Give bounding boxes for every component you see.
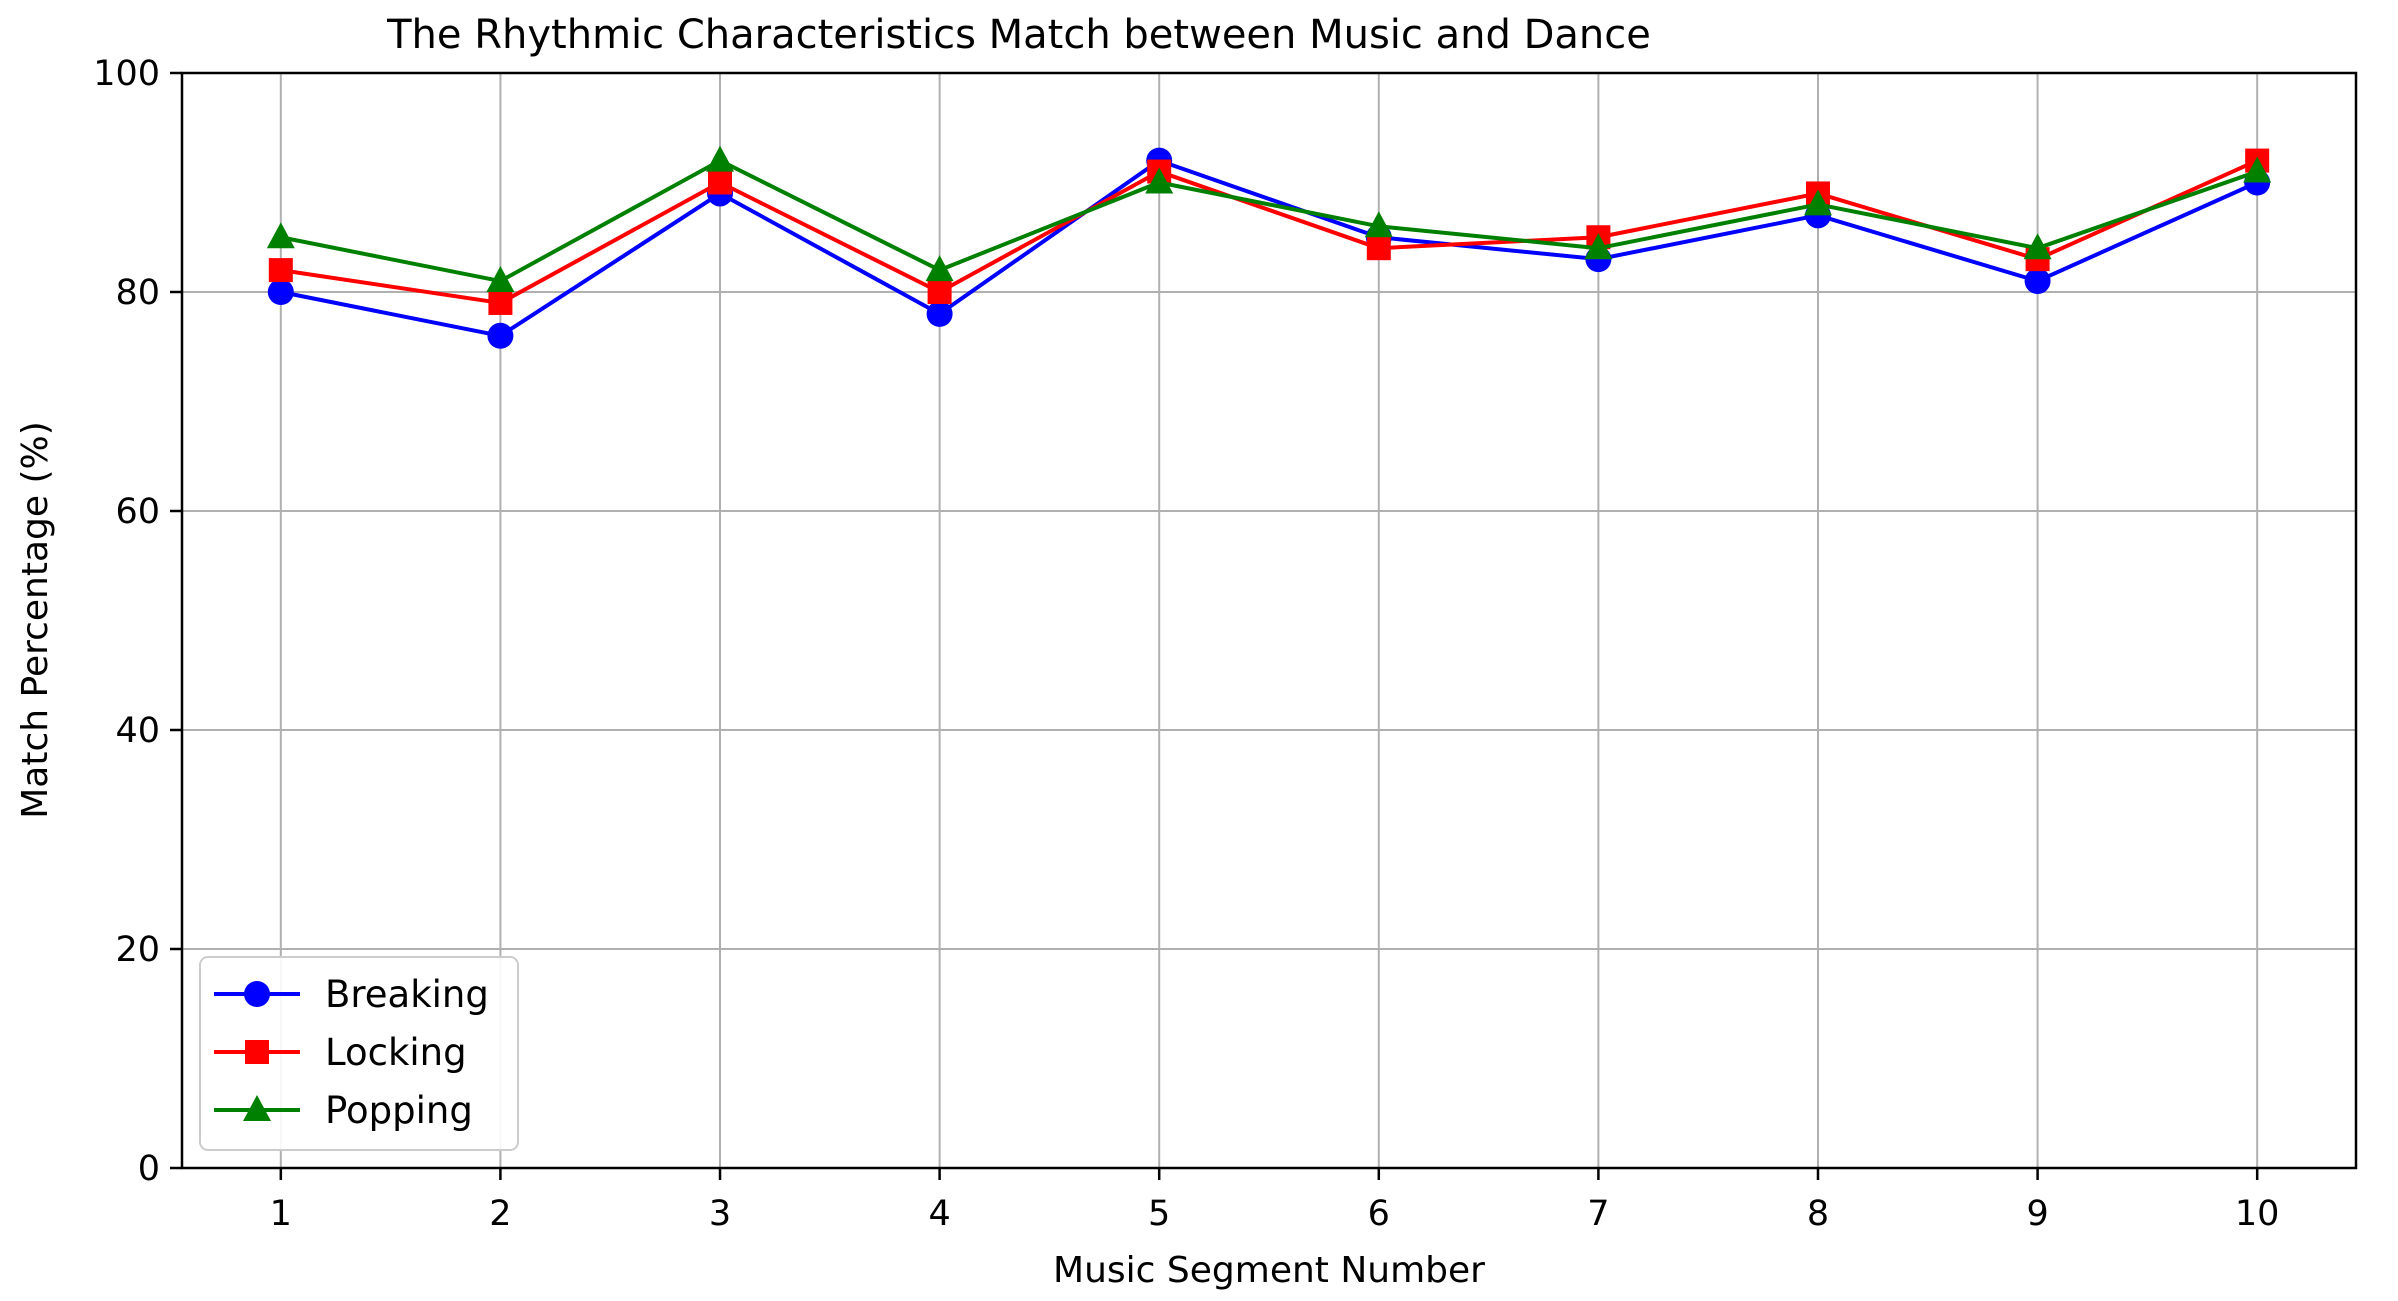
y-tick-label: 80 bbox=[115, 273, 160, 313]
series-line-breaking bbox=[280, 158, 2259, 338]
legend-marker-breaking bbox=[244, 981, 270, 1007]
chart-title: The Rhythmic Characteristics Match betwe… bbox=[386, 12, 1651, 58]
legend-entry-popping: Popping bbox=[214, 1089, 473, 1132]
data-point-locking bbox=[488, 290, 513, 315]
legend: Breaking Locking Popping bbox=[199, 956, 519, 1151]
data-point-popping bbox=[1803, 189, 1832, 216]
data-point-popping bbox=[1145, 167, 1174, 194]
legend-box bbox=[199, 956, 519, 1151]
series-layer bbox=[266, 145, 2272, 349]
x-tick-label: 7 bbox=[1587, 1194, 1609, 1234]
series-popping bbox=[266, 145, 2272, 293]
x-tick-label: 6 bbox=[1368, 1194, 1390, 1234]
y-tick-label: 100 bbox=[93, 54, 160, 94]
x-axis-label: Music Segment Number bbox=[1053, 1250, 1485, 1291]
data-point-locking bbox=[268, 258, 293, 283]
legend-marker-locking bbox=[245, 1040, 269, 1064]
data-point-breaking bbox=[926, 300, 953, 327]
series-breaking bbox=[267, 147, 2271, 349]
legend-entry-breaking: Breaking bbox=[214, 973, 489, 1016]
data-point-popping bbox=[486, 266, 515, 293]
data-point-locking bbox=[1366, 236, 1391, 261]
y-tick-label: 20 bbox=[115, 930, 160, 970]
data-point-popping bbox=[1584, 233, 1613, 260]
plot-frame bbox=[180, 71, 2358, 1170]
x-tick-label: 3 bbox=[709, 1194, 731, 1234]
legend-label-breaking: Breaking bbox=[325, 973, 489, 1016]
x-tick-label: 9 bbox=[2026, 1194, 2048, 1234]
y-tick-label: 40 bbox=[115, 711, 160, 751]
y-tick-label: 0 bbox=[138, 1149, 160, 1189]
x-tick-label: 1 bbox=[270, 1194, 292, 1234]
data-point-breaking bbox=[2024, 268, 2051, 295]
x-tick-label: 2 bbox=[489, 1194, 511, 1234]
data-point-breaking bbox=[267, 279, 294, 305]
x-tick-label: 4 bbox=[928, 1194, 950, 1234]
legend-label-locking: Locking bbox=[325, 1031, 467, 1074]
x-tick-label: 5 bbox=[1148, 1194, 1170, 1234]
data-point-popping bbox=[925, 255, 954, 282]
data-point-popping bbox=[706, 145, 735, 172]
legend-label-popping: Popping bbox=[325, 1089, 473, 1132]
y-tick-label: 60 bbox=[115, 492, 160, 532]
data-point-locking bbox=[927, 280, 952, 304]
data-point-popping bbox=[266, 222, 295, 249]
x-tick-label: 8 bbox=[1807, 1194, 1829, 1234]
data-point-locking bbox=[708, 170, 733, 195]
legend-entries: Breaking Locking Popping bbox=[214, 973, 489, 1132]
data-point-popping bbox=[2023, 233, 2052, 260]
data-point-breaking bbox=[487, 322, 514, 349]
legend-entry-locking: Locking bbox=[214, 1031, 467, 1074]
data-point-popping bbox=[1364, 211, 1393, 238]
y-axis-label: Match Percentage (%) bbox=[15, 421, 56, 819]
legend-marker-popping bbox=[243, 1095, 271, 1121]
x-tick-label: 10 bbox=[2235, 1194, 2280, 1234]
series-line-popping bbox=[280, 158, 2258, 284]
data-point-popping bbox=[2243, 156, 2272, 183]
